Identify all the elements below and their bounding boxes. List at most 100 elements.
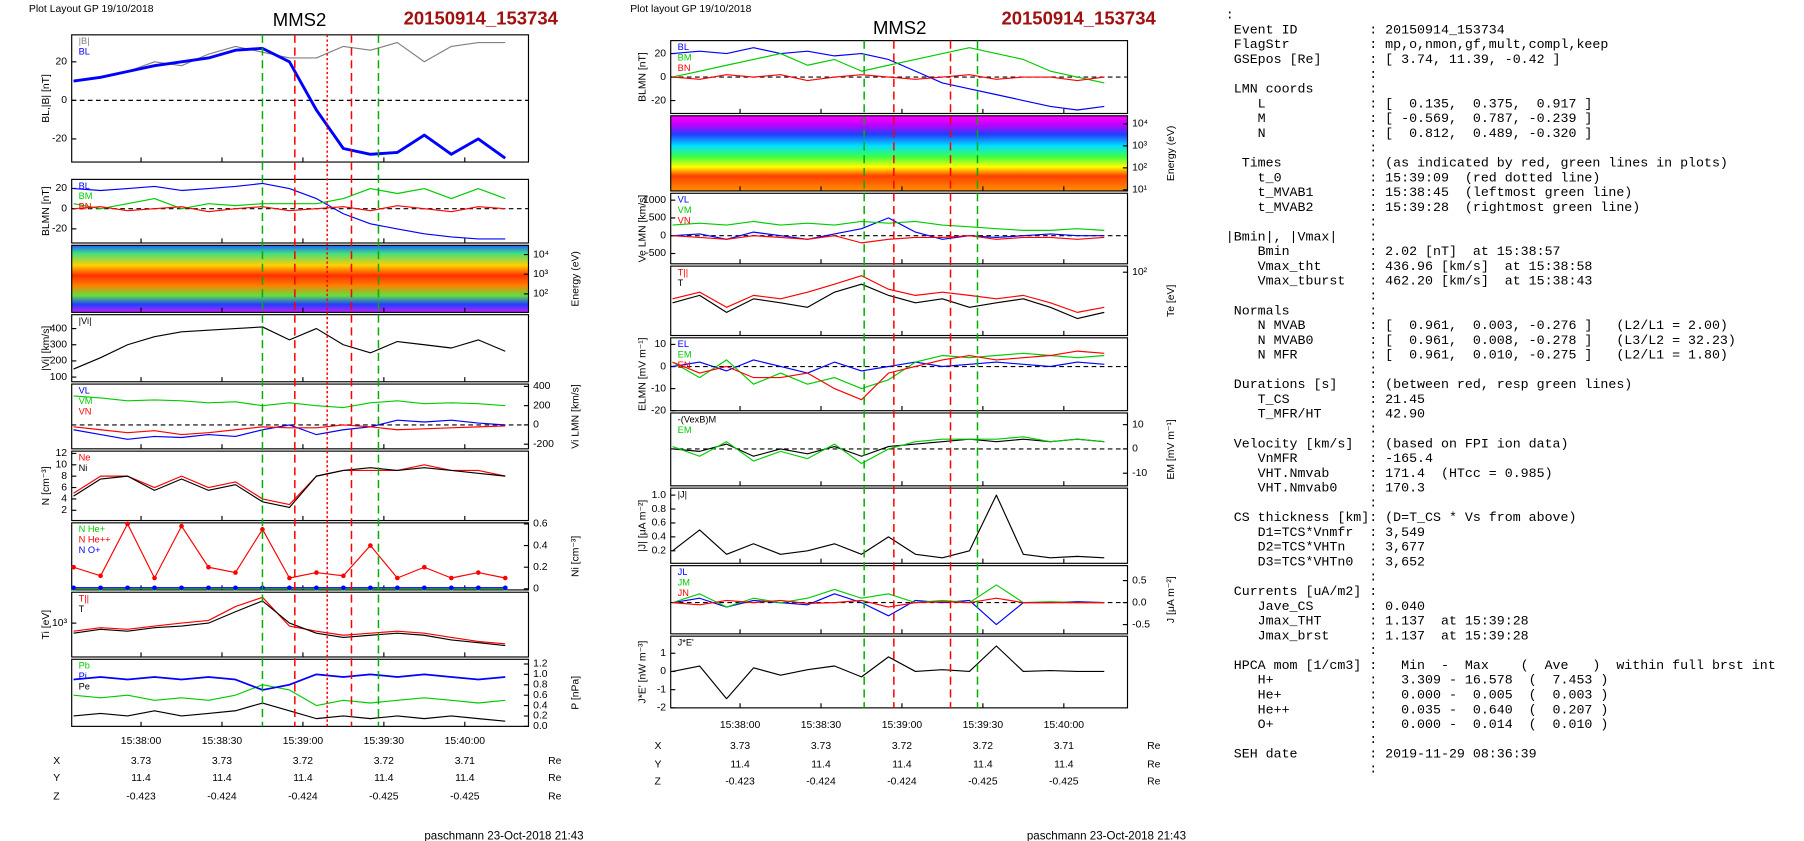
panel-frame [670,487,1129,564]
footer: paschmann 23-Oct-2018 21:43 [424,830,583,841]
summary-line: : [1226,495,1377,510]
series-dot [395,585,400,591]
coord-value: 3.73 [730,741,750,752]
y-tick-label: 0.2 [533,562,548,573]
coord-unit: Re [1147,777,1161,788]
summary-line: L : [ 0.135, 0.375, 0.917 ] [1226,96,1593,111]
summary-line: VHT.Nmvab : 171.4 (HTcc = 0.985) [1226,466,1553,481]
legend-entry: EM [678,350,692,360]
series-line [672,436,1105,465]
series-line [73,182,506,240]
y-tick-label: 400 [533,381,551,392]
x-tick-label: 15:38:30 [202,736,243,747]
series-line [672,283,1105,320]
legend-entry: BL [79,181,90,191]
y-tick-label: 0 [660,361,666,372]
summary-line: |Bmin|, |Vmax| : [1226,229,1377,244]
y-tick-label: -0.5 [1132,619,1150,630]
y-axis-label: BLMN [nT] [41,186,52,236]
summary-line: : [1226,362,1377,377]
y-tick-label: 0.6 [533,690,548,701]
legend-entry: Pi [79,671,87,681]
legend-entry: |B| [79,36,90,46]
coord-label: X [655,741,662,752]
y-tick-label: -20 [52,224,67,235]
panel-frame [670,635,1129,709]
y-tick-label: 10³ [1132,141,1148,152]
summary-line: : [1226,8,1234,23]
y-tick-label: 1 [660,648,666,659]
coord-value: 11.4 [811,759,831,770]
y-tick-label: 0 [533,420,539,431]
series-line [73,673,506,691]
summary-line: : [1226,569,1377,584]
panel-frame [71,244,530,313]
legend-entry: T|| [79,594,89,604]
coord-label: Y [53,773,60,784]
legend-entry: EM [678,425,692,435]
footer: paschmann 23-Oct-2018 21:43 [1027,830,1186,841]
summary-line: Currents [uA/m2] : [1226,584,1377,599]
legend-entry: EL [678,339,689,349]
x-tick-label: 15:39:00 [283,736,324,747]
y-tick-label: 10⁴ [1132,119,1148,130]
legend-entry: VN [79,406,92,416]
summary-line: Durations [s] : (between red, resp green… [1226,377,1632,392]
legend-entry: Pb [79,661,90,671]
legend-entry: N O+ [79,545,101,555]
legend-entry: JN [678,588,689,598]
y-tick-label: 2 [61,505,67,516]
summary-line: Jave_CS : 0.040 [1226,599,1425,614]
series-dot [314,570,319,575]
y-tick-label: 1.2 [533,659,548,670]
y-tick-label: 10 [56,460,68,471]
series-line [672,275,1105,313]
series-dot [179,523,184,529]
legend-entry: BL [678,42,689,52]
y-tick-label: -2 [657,703,666,714]
panel-frame [71,314,530,383]
legend-entry: BN [678,63,691,73]
series-dot [422,564,427,570]
series-line [672,217,1105,240]
y-axis-label: J [μA m⁻²] [1166,576,1177,623]
y-tick-label: 0.4 [533,540,548,551]
series-line [672,597,1105,608]
series-line [672,584,1105,608]
series-line [672,359,1105,374]
summary-line: Vmax_tburst : 462.20 [km/s] at 15:38:43 [1226,274,1593,289]
summary-line: t_MVAB2 : 15:39:28 (rightmost green line… [1226,200,1640,215]
series-dot [233,585,238,591]
y-tick-label: 0.4 [652,532,667,543]
y-tick-label: 200 [533,400,551,411]
legend-entry: JM [678,577,690,587]
series-dot [152,585,157,591]
y-tick-label: 0.5 [1132,575,1147,586]
x-tick-label: 15:38:00 [720,720,761,731]
y-tick-label: 400 [50,323,68,334]
coord-value: 11.4 [892,759,912,770]
legend-entry: Pe [79,681,90,691]
plot-title: MMS2 [873,17,926,38]
series-line [73,419,506,440]
y-tick-label: 10² [533,289,549,300]
panel-frame [71,34,530,163]
series-dot [502,575,508,581]
y-tick-label: 10² [1132,267,1148,278]
y-tick-label: 0.8 [533,680,548,691]
legend-entry: VM [678,205,692,215]
y-axis-label: N [cm⁻³] [41,466,52,505]
legend-entry: Ne [79,453,91,463]
series-line [73,424,506,436]
y-axis-label: ELMN [mV m⁻¹] [638,337,649,411]
panel-frame [670,115,1129,192]
series-line [73,467,506,509]
y-axis-label: |Vi| [km/s] [41,326,52,371]
series-dot [287,585,292,591]
series-line [73,42,506,82]
y-tick-label: 0.0 [533,721,548,732]
series-line [672,352,1105,390]
coord-value: 3.72 [293,756,313,767]
y-tick-label: 500 [649,213,667,224]
